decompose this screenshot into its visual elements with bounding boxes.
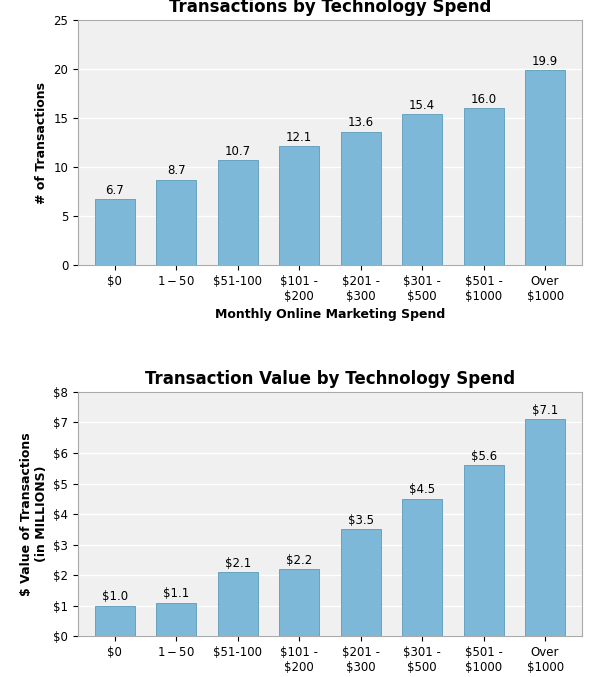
Text: $1.1: $1.1 [163, 588, 190, 600]
Text: 16.0: 16.0 [470, 93, 497, 106]
Text: 15.4: 15.4 [409, 99, 435, 112]
Bar [341, 132, 381, 265]
Bar [157, 179, 196, 265]
Bar [218, 572, 258, 636]
Text: $3.5: $3.5 [348, 514, 374, 527]
Text: 19.9: 19.9 [532, 55, 558, 68]
Bar [279, 146, 319, 265]
Bar [525, 70, 565, 265]
Bar [464, 465, 503, 636]
Bar [402, 114, 442, 265]
Text: 10.7: 10.7 [225, 145, 251, 158]
Text: $4.5: $4.5 [409, 483, 435, 496]
Y-axis label: $ Value of Transactions
(in MILLIONS): $ Value of Transactions (in MILLIONS) [20, 433, 48, 596]
Text: $2.1: $2.1 [224, 556, 251, 570]
Text: $2.2: $2.2 [286, 554, 313, 567]
Bar [218, 160, 258, 265]
Text: $7.1: $7.1 [532, 404, 558, 417]
Title: Transactions by Technology Spend: Transactions by Technology Spend [169, 0, 491, 16]
Bar [157, 603, 196, 636]
Bar [95, 606, 135, 636]
Title: Transaction Value by Technology Spend: Transaction Value by Technology Spend [145, 370, 515, 387]
Text: $1.0: $1.0 [102, 590, 128, 603]
Text: 12.1: 12.1 [286, 131, 313, 144]
Text: 8.7: 8.7 [167, 165, 185, 177]
Bar [279, 569, 319, 636]
Text: 6.7: 6.7 [106, 184, 124, 197]
Y-axis label: # of Transactions: # of Transactions [35, 81, 48, 204]
Bar [525, 420, 565, 636]
Bar [402, 499, 442, 636]
Text: 13.6: 13.6 [347, 116, 374, 129]
Text: $5.6: $5.6 [470, 450, 497, 463]
Bar [464, 108, 503, 265]
X-axis label: Monthly Online Marketing Spend: Monthly Online Marketing Spend [215, 308, 445, 321]
Bar [95, 199, 135, 265]
Bar [341, 529, 381, 636]
